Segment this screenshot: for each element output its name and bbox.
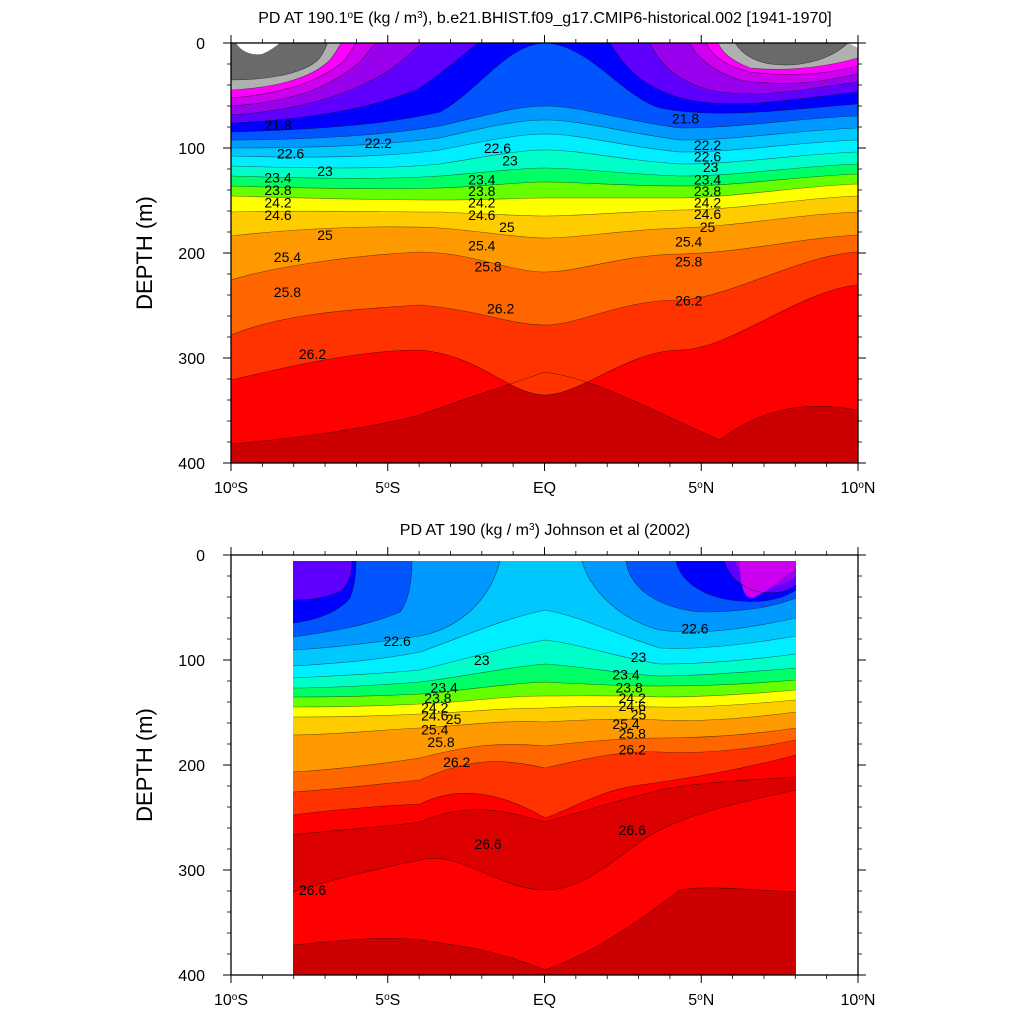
contour-label: 25 [317, 227, 333, 243]
contour-label: 24.2 [264, 195, 291, 211]
band-21.0b [293, 561, 796, 637]
contour-label: 23.4 [264, 169, 291, 185]
bottom-axis-ticks: 0 100 200 300 400 10oS 5oS EQ 5oN 10oN [178, 547, 875, 1009]
top-panel: PD AT 190.1oE (kg / m3), b.e21.BHIST.f09… [132, 10, 875, 498]
contour-label: 23.4 [468, 172, 495, 188]
top-contour-fills [231, 43, 858, 463]
contour-label: 23.8 [424, 690, 451, 706]
contour-label: 25.4 [421, 721, 448, 737]
y-tick-label: 400 [178, 456, 205, 473]
bottom-contour-fills [293, 561, 796, 975]
bottom-y-axis-title: DEPTH (m) [132, 708, 157, 822]
contour-label: 24.2 [421, 699, 448, 715]
band-19.0 [231, 43, 848, 80]
contour-label: 24.2 [694, 195, 721, 211]
x-tick-label: 10oS [214, 992, 248, 1010]
y-tick-label: 200 [178, 758, 205, 775]
contour-label: 26.6 [299, 882, 326, 898]
x-tick-label: EQ [533, 480, 556, 497]
y-tick-label: 400 [178, 968, 205, 985]
contour-label: 22.2 [694, 137, 721, 153]
bottom-chart-title: PD AT 190 (kg / m3) Johnson et al (2002) [400, 522, 690, 540]
y-tick-label: 200 [178, 246, 205, 263]
contour-label: 24.6 [264, 207, 291, 223]
bottom-contour-lines [293, 561, 796, 971]
x-tick-label: 5oS [375, 992, 400, 1010]
contour-label: 22.6 [384, 633, 411, 649]
contour-label: 23 [317, 163, 333, 179]
y-tick-label: 0 [196, 36, 205, 53]
contour-label: 25 [700, 219, 716, 235]
contour-label: 22.6 [484, 140, 511, 156]
contour-label: 23 [703, 159, 719, 175]
contour-label: 21.8 [672, 111, 699, 127]
contour-label: 26.6 [474, 836, 501, 852]
contour-label: 24.6 [619, 698, 646, 714]
contour-label: 21.8 [264, 117, 291, 133]
contour-label: 23.8 [694, 183, 721, 199]
contour-label: 26.2 [443, 754, 470, 770]
contour-label: 25.8 [675, 253, 702, 269]
contour-label: 22.6 [694, 148, 721, 164]
top-contour-lines [231, 43, 858, 445]
x-tick-label: 5oN [688, 480, 714, 498]
contour-label: 25.4 [675, 233, 702, 249]
y-tick-label: 300 [178, 351, 205, 368]
top-axis-ticks: 0 100 200 300 400 10oS 5oS EQ 5oN 10oN [178, 35, 875, 497]
band-20.6 [231, 43, 858, 115]
contour-label: 24.6 [421, 708, 448, 724]
contour-label: 25.4 [612, 716, 639, 732]
band-19.4b [737, 561, 796, 598]
contour-label: 25 [499, 219, 515, 235]
contour-label: 25.4 [468, 238, 495, 254]
contour-label: 26.2 [619, 741, 646, 757]
contour-label: 24.6 [694, 206, 721, 222]
x-tick-label: 10oN [841, 480, 876, 498]
contour-label: 25.4 [274, 249, 301, 265]
contour-label: 23 [502, 153, 518, 169]
x-tick-label: 10oS [214, 480, 248, 498]
y-tick-label: 100 [178, 653, 205, 670]
top-y-axis-title: DEPTH (m) [132, 196, 157, 310]
x-tick-label: 5oS [375, 480, 400, 498]
contour-label: 23.8 [468, 183, 495, 199]
contour-label: 23.8 [616, 679, 643, 695]
contour-label: 24.6 [468, 207, 495, 223]
x-tick-label: EQ [533, 992, 556, 1009]
contour-label: 23.4 [431, 679, 458, 695]
contour-label: 23 [474, 652, 490, 668]
y-tick-label: 0 [196, 548, 205, 565]
contour-label: 25.8 [274, 284, 301, 300]
contour-label: 24.2 [468, 195, 495, 211]
contour-label: 23.4 [694, 172, 721, 188]
contour-label: 25.8 [474, 259, 501, 275]
contour-label: 26.2 [299, 346, 326, 362]
contour-label: 23.8 [264, 182, 291, 198]
x-tick-label: 10oN [841, 992, 876, 1010]
contour-label: 26.2 [675, 292, 702, 308]
y-tick-label: 100 [178, 141, 205, 158]
contour-label: 24.2 [619, 690, 646, 706]
contour-label: 23.4 [612, 667, 639, 683]
bottom-panel: PD AT 190 (kg / m3) Johnson et al (2002)… [132, 522, 875, 1010]
top-chart-title: PD AT 190.1oE (kg / m3), b.e21.BHIST.f09… [258, 10, 832, 28]
contour-label: 22.6 [277, 145, 304, 161]
contour-label: 22.2 [365, 135, 392, 151]
bottom-contour-labels: 22.622.623 2323.423.423.823.824.224.224.6… [299, 621, 709, 898]
contour-label: 23 [631, 649, 647, 665]
contour-label: 25.8 [619, 726, 646, 742]
x-tick-label: 5oN [688, 992, 714, 1010]
contour-label: 25 [446, 711, 462, 727]
contour-label: 22.6 [681, 621, 708, 637]
contour-label: 26.6 [619, 822, 646, 838]
contour-label: 25.8 [427, 734, 454, 750]
contour-label: 25 [631, 707, 647, 723]
contour-label: 26.2 [487, 301, 514, 317]
y-tick-label: 300 [178, 863, 205, 880]
